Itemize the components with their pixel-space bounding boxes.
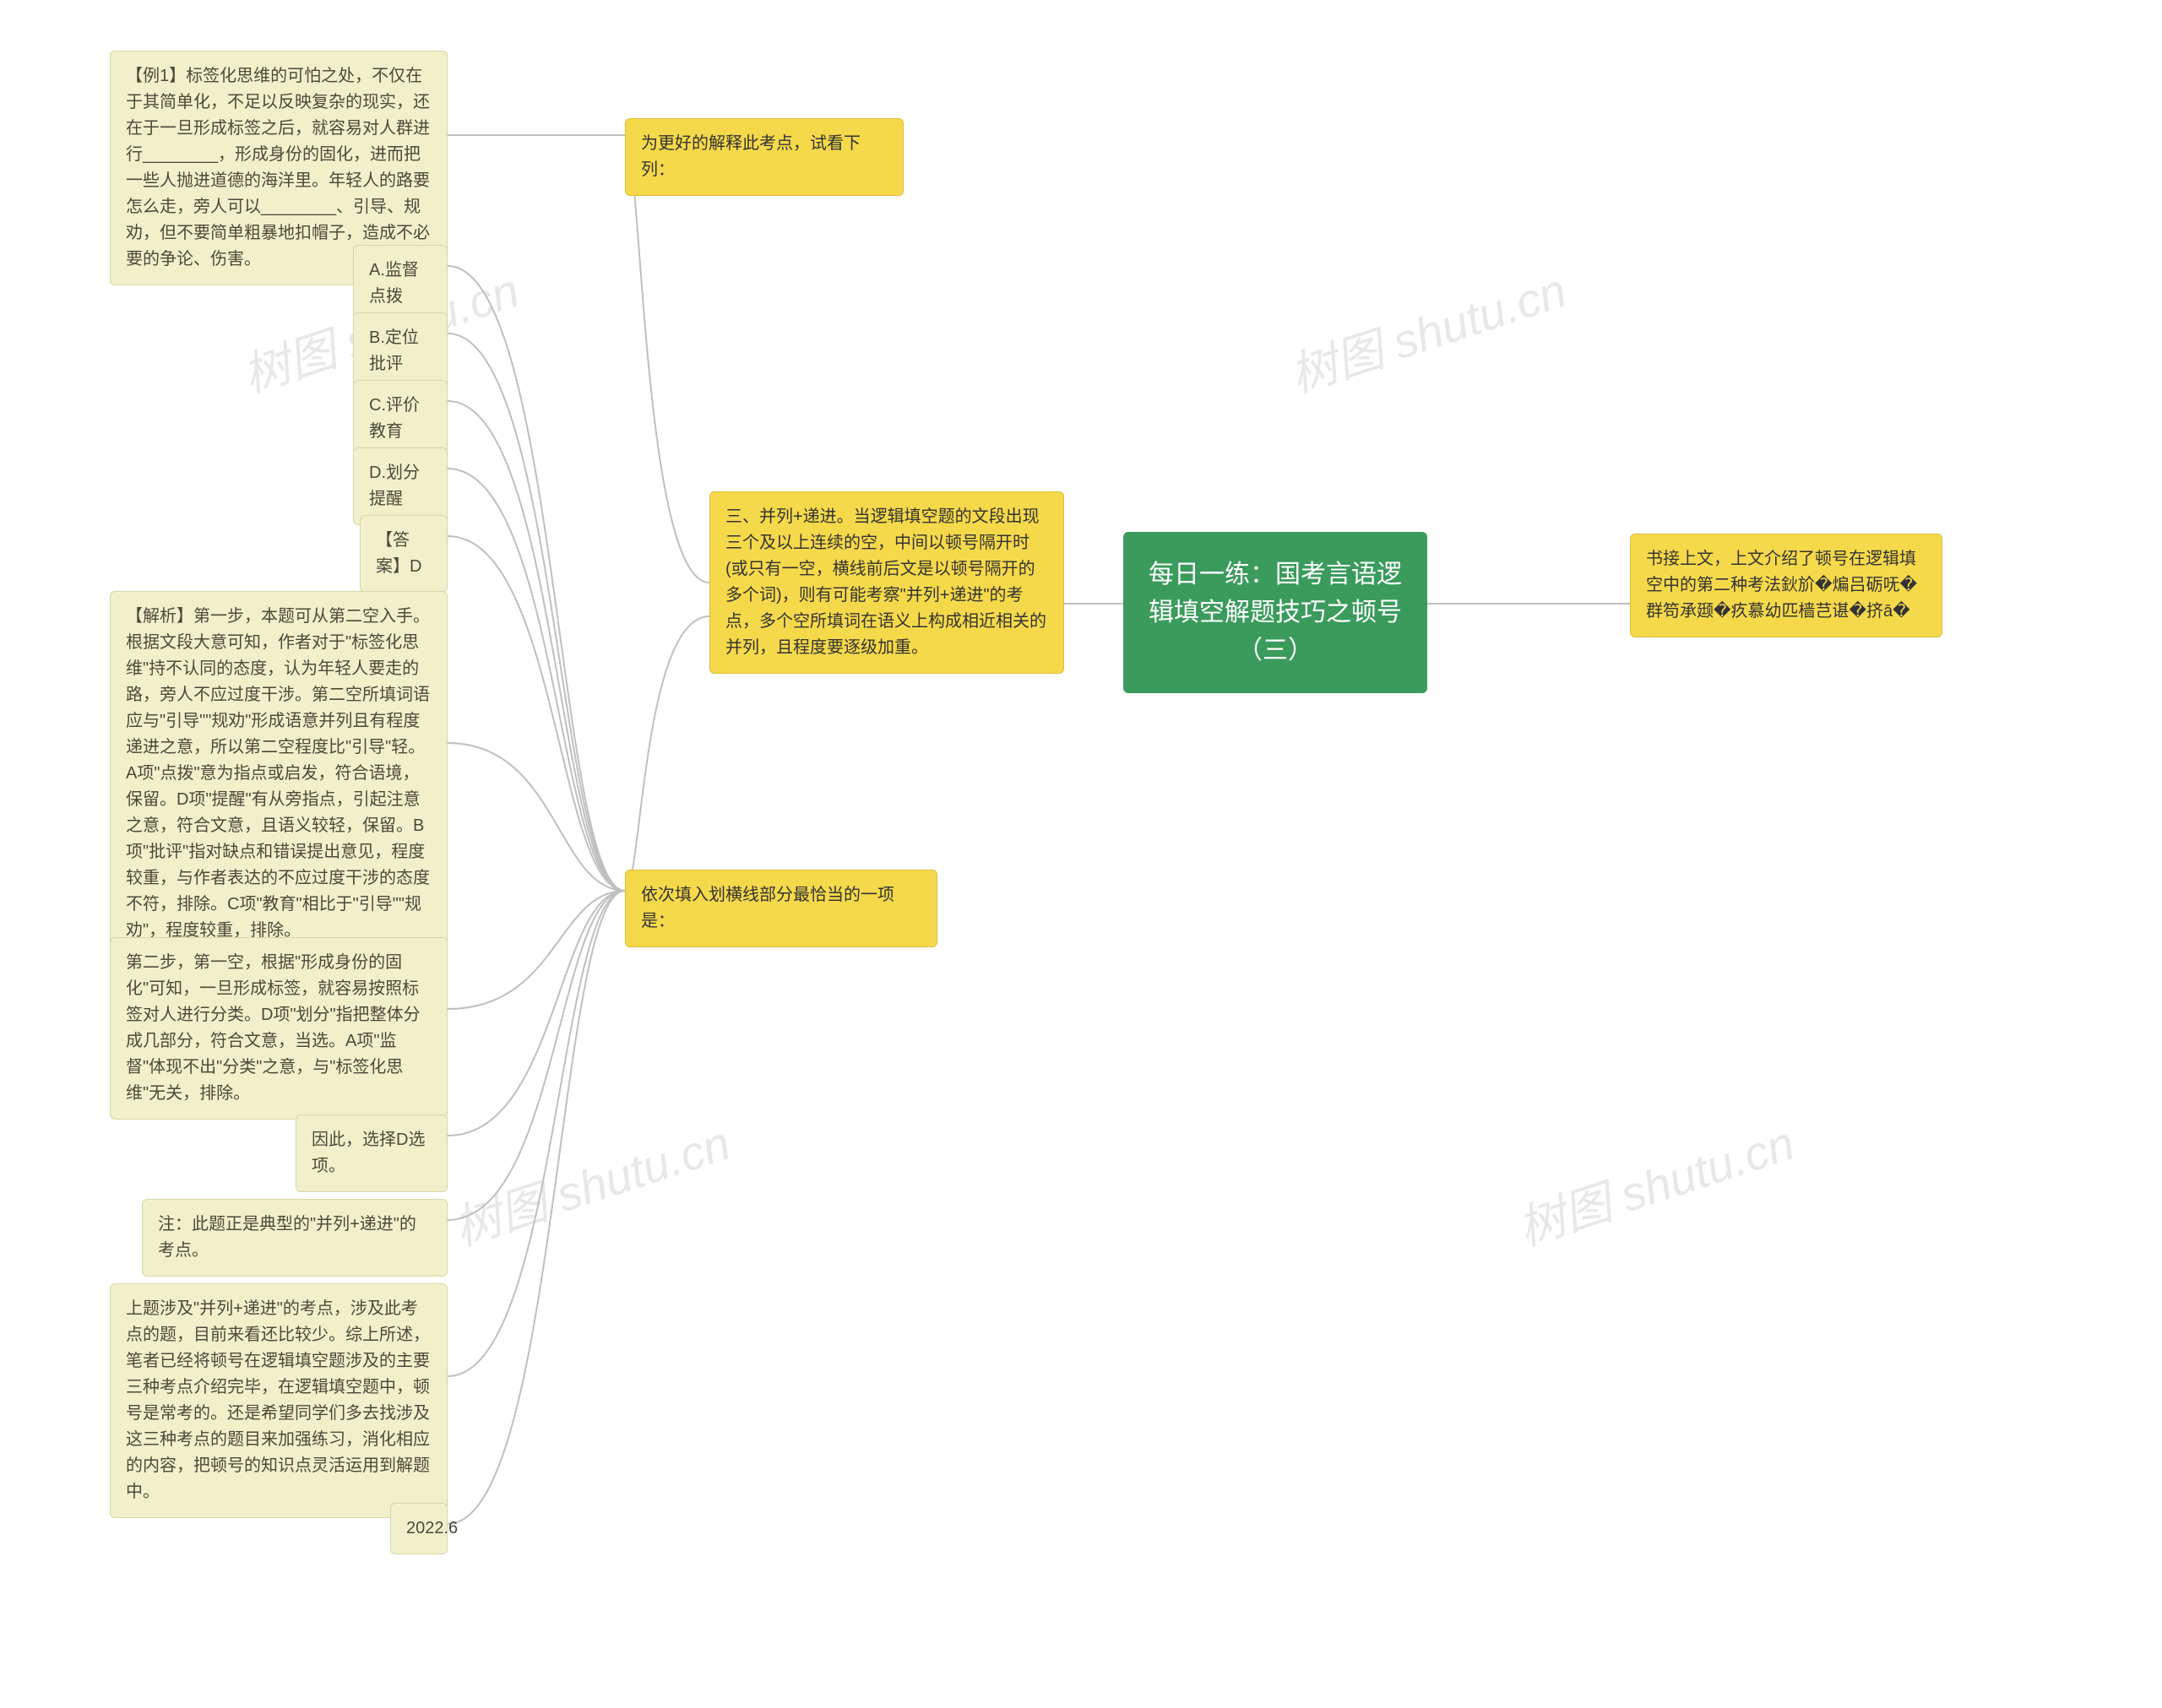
- branch-right: 书接上文，上文介绍了顿号在逻辑填空中的第二种考法鈥斺�煸吕砺呒�群笱承颋�疚慕幼…: [1630, 534, 1942, 637]
- branch-concept: 三、并列+递进。当逻辑填空题的文段出现三个及以上连续的空，中间以顿号隔开时(或只…: [709, 491, 1064, 674]
- exp2-text: 第二步，第一空，根据"形成身份的固化"可知，一旦形成标签，就容易按照标签对人进行…: [126, 953, 421, 1103]
- option-b-text: B.定位批评: [369, 328, 419, 373]
- option-c-text: C.评价教育: [369, 396, 420, 441]
- leaf-summary: 上题涉及"并列+递进"的考点，涉及此考点的题，目前来看还比较少。综上所述，笔者已…: [110, 1283, 448, 1518]
- watermark: 树图 shutu.cn: [444, 1106, 738, 1260]
- exp3-text: 因此，选择D选项。: [312, 1131, 425, 1175]
- exp4-text: 注：此题正是典型的"并列+递进"的考点。: [158, 1215, 416, 1260]
- watermark: 树图 shutu.cn: [1280, 253, 1574, 407]
- exp5-text: 上题涉及"并列+递进"的考点，涉及此考点的题，目前来看还比较少。综上所述，笔者已…: [126, 1299, 430, 1501]
- mindmap-center: 每日一练：国考言语逻辑填空解题技巧之顿号（三）: [1123, 532, 1427, 693]
- leaf-option-d: D.划分提醒: [353, 447, 448, 525]
- answer-text: 【答案】D: [376, 531, 421, 576]
- example-text: 【例1】标签化思维的可怕之处，不仅在于其简单化，不足以反映复杂的现实，还在于一旦…: [126, 67, 430, 268]
- leaf-explanation-1: 【解析】第一步，本题可从第二空入手。根据文段大意可知，作者对于"标签化思维"持不…: [110, 591, 448, 957]
- date-text: 2022.6: [406, 1519, 458, 1537]
- example-intro-text: 为更好的解释此考点，试看下列：: [641, 134, 861, 179]
- leaf-explanation-2: 第二步，第一空，根据"形成身份的固化"可知，一旦形成标签，就容易按照标签对人进行…: [110, 937, 448, 1120]
- concept-text: 三、并列+递进。当逻辑填空题的文段出现三个及以上连续的空，中间以顿号隔开时(或只…: [725, 507, 1046, 657]
- leaf-option-c: C.评价教育: [353, 380, 448, 458]
- leaf-date: 2022.6: [390, 1503, 448, 1554]
- leaf-answer: 【答案】D: [360, 515, 448, 593]
- leaf-note: 注：此题正是典型的"并列+递进"的考点。: [142, 1199, 448, 1277]
- watermark: 树图 shutu.cn: [1508, 1106, 1802, 1260]
- leaf-option-a: A.监督点拨: [353, 245, 448, 323]
- leaf-option-b: B.定位批评: [353, 312, 448, 390]
- exp1-text: 【解析】第一步，本题可从第二空入手。根据文段大意可知，作者对于"标签化思维"持不…: [126, 607, 430, 940]
- center-text: 每日一练：国考言语逻辑填空解题技巧之顿号（三）: [1149, 561, 1402, 664]
- option-d-text: D.划分提醒: [369, 464, 420, 508]
- branch-example-intro: 为更好的解释此考点，试看下列：: [625, 118, 904, 196]
- question-stem-text: 依次填入划横线部分最恰当的一项是：: [641, 886, 894, 930]
- leaf-conclusion: 因此，选择D选项。: [296, 1114, 448, 1192]
- branch-question-stem: 依次填入划横线部分最恰当的一项是：: [625, 870, 937, 947]
- option-a-text: A.监督点拨: [369, 261, 419, 306]
- right-text: 书接上文，上文介绍了顿号在逻辑填空中的第二种考法鈥斺�煸吕砺呒�群笱承颋�疚慕幼…: [1646, 550, 1917, 621]
